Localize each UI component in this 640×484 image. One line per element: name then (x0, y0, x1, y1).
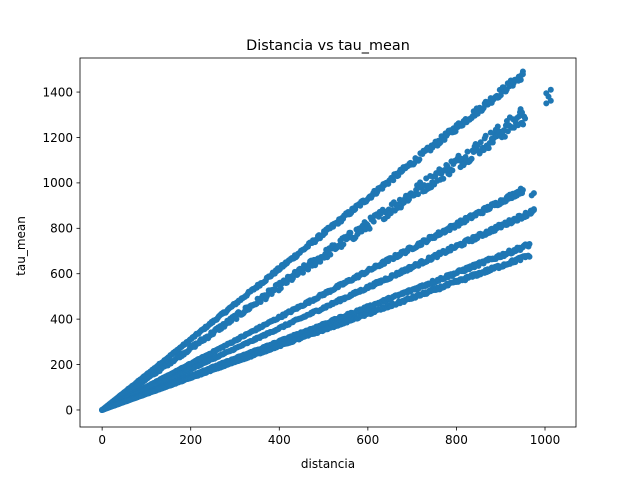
data-point (305, 266, 312, 273)
y-tick-label: 200 (50, 358, 73, 372)
data-point (519, 190, 525, 197)
y-tick-label: 1000 (42, 176, 73, 190)
x-tick-label: 600 (356, 433, 379, 447)
data-points (99, 68, 554, 413)
data-point (523, 242, 530, 249)
data-point (416, 156, 423, 163)
x-tick-label: 200 (179, 433, 202, 447)
data-point (440, 175, 447, 182)
data-point (482, 132, 489, 139)
data-point (277, 285, 284, 292)
axes: 0 200 400 600 800 1000 0 200 400 600 800 1000 1200 14… (42, 57, 577, 447)
x-tick-label: 400 (268, 433, 291, 447)
data-point (233, 316, 240, 322)
data-point (317, 258, 324, 265)
data-point (547, 86, 554, 93)
data-point (520, 121, 527, 128)
data-point (390, 177, 397, 184)
data-point (449, 167, 456, 174)
data-point (340, 241, 347, 248)
x-tick-label: 800 (445, 433, 468, 447)
data-point (519, 109, 525, 116)
data-point (479, 210, 486, 217)
data-point (501, 133, 508, 140)
data-point (415, 191, 422, 198)
chart-title: Distancia vs tau_mean (246, 38, 410, 54)
data-point (347, 229, 354, 236)
data-point (494, 123, 501, 130)
y-tick-label: 400 (50, 312, 73, 326)
data-point (370, 218, 377, 225)
data-point (522, 115, 529, 122)
data-point (519, 71, 526, 78)
data-point (477, 139, 484, 146)
y-tick-label: 600 (50, 267, 73, 281)
data-point (528, 192, 535, 199)
data-point (300, 269, 306, 276)
data-point (485, 145, 492, 152)
data-point (327, 251, 334, 258)
plot-frame (79, 57, 577, 428)
y-axis-label: tau_mean (14, 216, 28, 276)
data-point (366, 225, 373, 232)
data-point (464, 148, 471, 155)
data-point (406, 196, 412, 203)
y-tick-label: 0 (65, 403, 73, 417)
data-point (504, 128, 511, 135)
data-point (545, 93, 552, 100)
x-tick-label: 0 (98, 433, 106, 447)
x-tick-label: 1000 (530, 433, 561, 447)
data-point (295, 271, 301, 277)
y-tick-label: 1400 (42, 85, 73, 99)
y-tick-label: 800 (50, 222, 73, 236)
x-axis-label: distancia (301, 457, 355, 471)
data-point (543, 100, 550, 107)
y-tick-label: 1200 (42, 131, 73, 145)
data-point (468, 155, 475, 162)
data-point (522, 253, 529, 259)
data-point (515, 77, 522, 84)
data-point (527, 207, 534, 214)
